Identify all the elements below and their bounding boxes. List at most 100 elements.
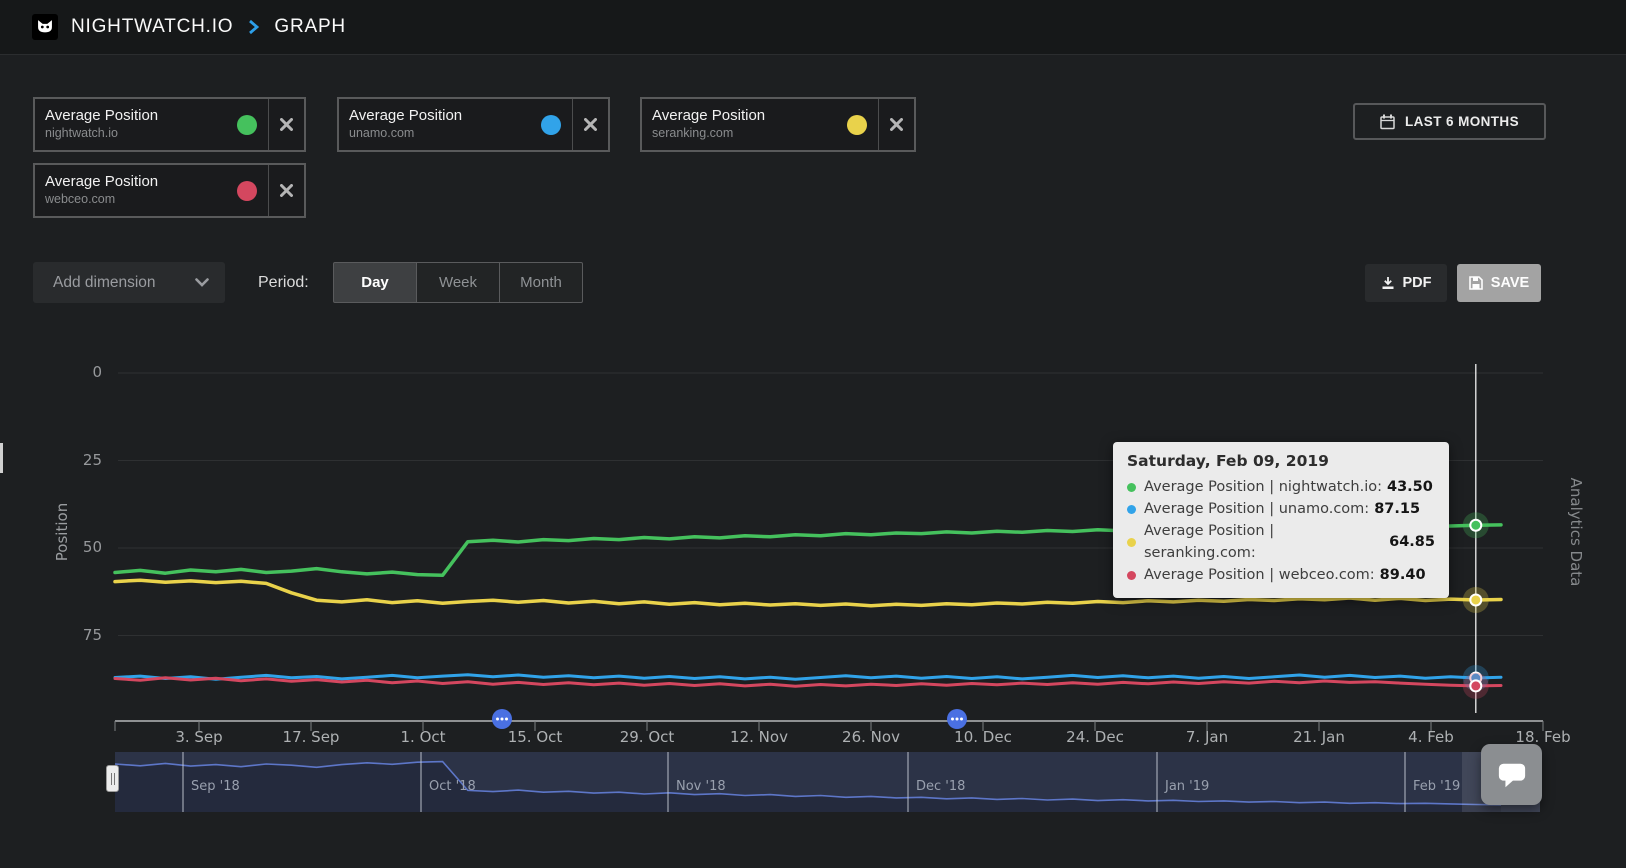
x-tick-label: 12. Nov: [730, 728, 788, 746]
annotation-dot: [960, 717, 963, 721]
remove-dimension-button[interactable]: [572, 99, 608, 150]
x-tick-label: 10. Dec: [954, 728, 1012, 746]
add-dimension-label: Add dimension: [53, 273, 156, 291]
date-range-label: LAST 6 MONTHS: [1405, 114, 1519, 129]
y-axis-title: Position: [53, 502, 71, 562]
add-dimension-button[interactable]: Add dimension: [33, 262, 225, 303]
period-tab-day[interactable]: Day: [333, 262, 417, 303]
x-tick-label: 3. Sep: [175, 728, 223, 746]
tooltip-value: 89.40: [1379, 567, 1426, 583]
period-switcher: Day Week Month: [333, 262, 583, 303]
scrollbar-indicator[interactable]: [0, 443, 3, 473]
dimension-card: Average Position seranking.com: [640, 97, 916, 152]
owl-icon: [38, 20, 52, 33]
annotation-dot: [955, 717, 959, 721]
annotation-dot: [496, 717, 499, 721]
y-tick-label: 50: [82, 538, 102, 556]
dimension-title: Average Position: [45, 173, 159, 190]
period-label: Period:: [258, 274, 309, 291]
dimension-domain: webceo.com: [45, 191, 116, 206]
series-color-dot: [847, 114, 867, 135]
x-tick-label: 1. Oct: [400, 728, 446, 746]
chat-widget-button[interactable]: [1481, 744, 1542, 805]
tooltip-row: Average Position | webceo.com: 89.40: [1127, 564, 1435, 586]
annotation-marker[interactable]: [947, 709, 967, 729]
x-tick-label: 24. Dec: [1066, 728, 1124, 746]
nav-month-label: Feb '19: [1413, 779, 1461, 794]
close-icon: [280, 184, 293, 197]
top-navbar: NIGHTWATCH.IO GRAPH: [0, 0, 1626, 55]
period-tab-month[interactable]: Month: [499, 262, 583, 303]
tooltip-row: Average Position | unamo.com: 87.15: [1127, 498, 1435, 520]
dimension-card: Average Position webceo.com: [33, 163, 306, 218]
dimension-domain: unamo.com: [349, 125, 415, 140]
dimension-domain: seranking.com: [652, 125, 734, 140]
range-navigator[interactable]: [0, 752, 1626, 812]
y-tick-label: 0: [92, 363, 102, 381]
tooltip-value: 87.15: [1374, 501, 1421, 517]
breadcrumb-chevron-icon: [248, 18, 260, 36]
y-tick-label: 25: [82, 450, 102, 469]
series-color-dot: [1127, 570, 1136, 580]
nightwatch-logo-icon[interactable]: [32, 14, 58, 40]
navigator-drag-handle[interactable]: [106, 765, 119, 792]
brand-title[interactable]: NIGHTWATCH.IO: [71, 16, 234, 37]
nav-month-label: Dec '18: [916, 779, 966, 794]
save-button[interactable]: SAVE: [1457, 264, 1541, 302]
nav-month-label: Oct '18: [429, 779, 476, 794]
close-icon: [890, 118, 903, 131]
close-icon: [280, 118, 293, 131]
x-tick-label: 29. Oct: [619, 728, 675, 746]
x-tick-label: 17. Sep: [282, 728, 340, 746]
remove-dimension-button[interactable]: [878, 99, 914, 150]
annotation-dot: [951, 717, 954, 721]
series-point-marker: [1469, 593, 1483, 607]
tooltip-value: 64.85: [1389, 534, 1435, 550]
period-tab-week[interactable]: Week: [416, 262, 500, 303]
series-color-dot: [237, 114, 257, 135]
tooltip-series-label: Average Position | seranking.com:: [1144, 523, 1275, 561]
dimension-title: Average Position: [45, 107, 159, 124]
series-color-dot: [1127, 504, 1136, 514]
page-title: GRAPH: [274, 16, 346, 37]
dimension-domain: nightwatch.io: [45, 125, 118, 140]
x-tick-label: 18. Feb: [1515, 728, 1571, 746]
series-color-dot: [541, 114, 561, 135]
x-tick-label: 21. Jan: [1293, 728, 1345, 746]
dimension-card: Average Position unamo.com: [337, 97, 610, 152]
series-color-dot: [1127, 482, 1136, 492]
x-tick-label: 15. Oct: [507, 728, 563, 746]
navigator-line: [114, 760, 1502, 806]
x-tick-label: 26. Nov: [842, 728, 900, 746]
pdf-export-button[interactable]: PDF: [1365, 264, 1447, 302]
date-range-button[interactable]: LAST 6 MONTHS: [1353, 103, 1546, 140]
close-icon: [584, 118, 597, 131]
dimension-title: Average Position: [652, 107, 766, 124]
nav-month-label: Jan '19: [1165, 779, 1210, 794]
tooltip-row: Average Position | seranking.com: 64.85: [1127, 520, 1435, 564]
x-tick-label: 4. Feb: [1408, 728, 1454, 746]
dimension-title: Average Position: [349, 107, 463, 124]
chart-tooltip: Saturday, Feb 09, 2019 Average Position …: [1113, 442, 1449, 598]
tooltip-row: Average Position | nightwatch.io: 43.50: [1127, 476, 1435, 498]
remove-dimension-button[interactable]: [268, 165, 304, 216]
series-line-seranking.com: [113, 578, 1503, 608]
tooltip-date: Saturday, Feb 09, 2019: [1127, 452, 1329, 470]
right-axis-title: Analytics Data: [1567, 477, 1585, 587]
tooltip-series-label: Average Position | webceo.com:: [1144, 567, 1375, 583]
main-chart: [113, 364, 1544, 731]
series-color-dot: [237, 180, 257, 201]
series-point-marker: [1469, 518, 1483, 532]
series-color-dot: [1127, 537, 1136, 547]
navigator-area: [115, 761, 1501, 812]
annotation-marker[interactable]: [492, 709, 512, 729]
remove-dimension-button[interactable]: [268, 99, 304, 150]
nav-month-label: Nov '18: [676, 779, 726, 794]
nav-month-label: Sep '18: [191, 779, 240, 794]
series-point-marker: [1469, 679, 1483, 693]
x-tick-label: 7. Jan: [1185, 728, 1229, 746]
tooltip-series-label: Average Position | nightwatch.io:: [1144, 479, 1382, 495]
pdf-label: PDF: [1402, 275, 1432, 291]
series-line-webceo.com: [113, 676, 1503, 688]
calendar-icon: [1380, 114, 1395, 129]
